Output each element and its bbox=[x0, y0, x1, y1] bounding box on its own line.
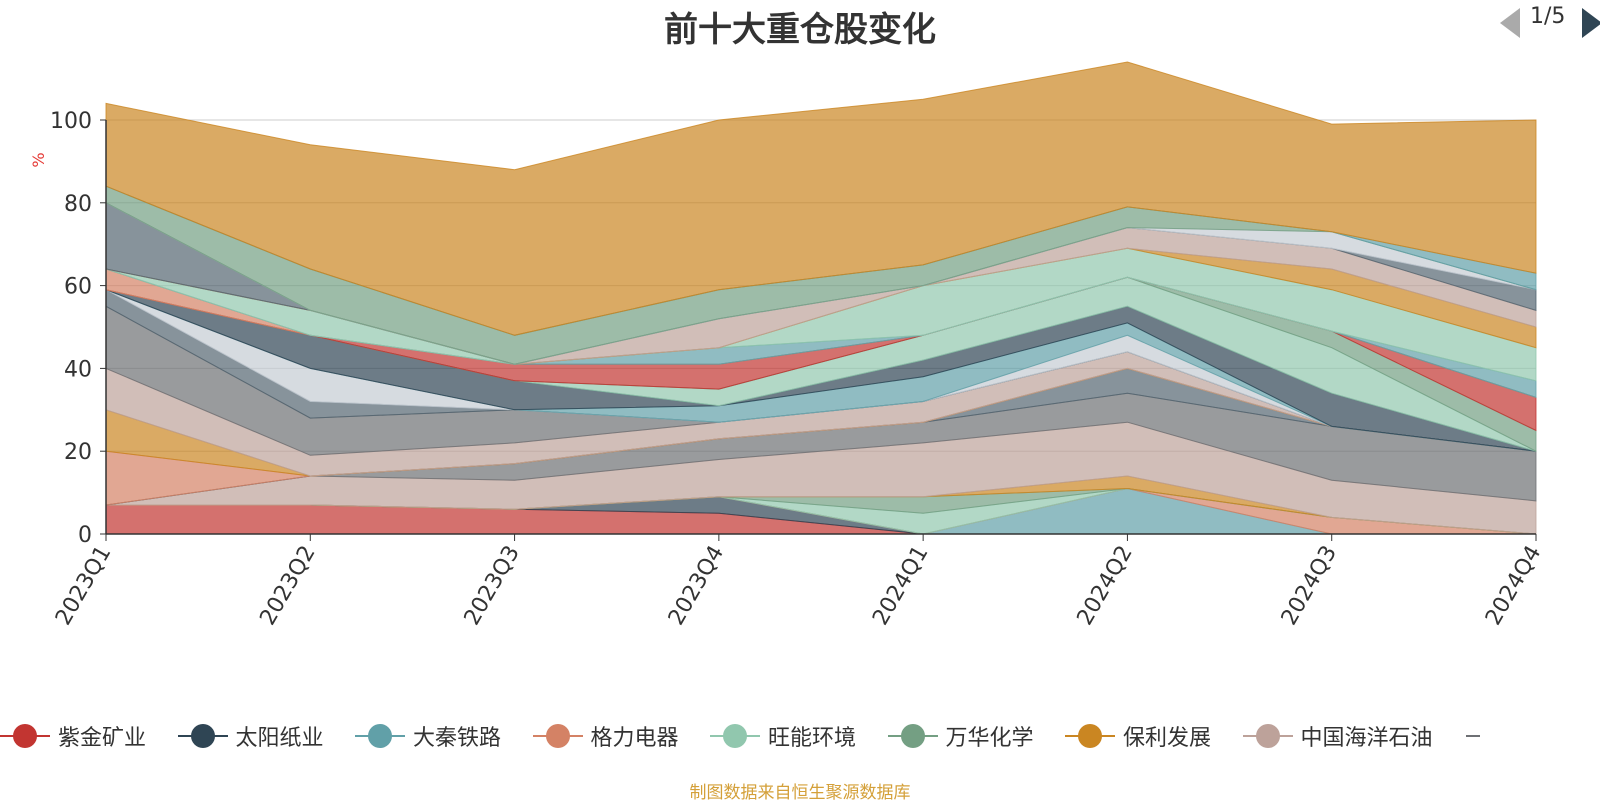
legend-label: 紫金矿业 bbox=[58, 726, 147, 751]
y-tick-label: 0 bbox=[78, 523, 92, 548]
legend-item[interactable]: 万华化学 bbox=[887, 716, 1034, 756]
legend-swatch bbox=[355, 721, 405, 751]
chart-title: 前十大重仓股变化 bbox=[664, 10, 936, 50]
legend-item[interactable]: 中国海洋石油 bbox=[1242, 716, 1433, 756]
x-tick-label: 2023Q2 bbox=[255, 542, 320, 630]
legend-swatch bbox=[177, 721, 228, 751]
legend: 紫金矿业 太阳纸业 大秦铁路 格力电器 旺能环境 万华化学 保利发展 中国海洋石油 bbox=[0, 716, 1600, 756]
legend-item[interactable]: 紫金矿业 bbox=[0, 716, 146, 756]
y-tick-label: 40 bbox=[64, 357, 92, 382]
legend-next-page-icon[interactable] bbox=[1582, 8, 1600, 38]
y-tick-label: 100 bbox=[50, 109, 92, 134]
legend-item[interactable]: 保利发展 bbox=[1065, 716, 1211, 756]
legend-swatch bbox=[0, 721, 50, 751]
legend-item[interactable]: 旺能环境 bbox=[710, 716, 856, 756]
legend-label: 保利发展 bbox=[1123, 726, 1212, 751]
legend-label: 旺能环境 bbox=[768, 726, 857, 751]
x-tick-label: 2024Q4 bbox=[1481, 542, 1546, 630]
area-series bbox=[105, 61, 1537, 535]
x-tick-label: 2024Q2 bbox=[1073, 542, 1138, 630]
legend-swatch bbox=[887, 721, 938, 751]
y-axis-unit: % bbox=[29, 152, 48, 167]
x-tick-label: 2023Q4 bbox=[664, 542, 729, 630]
source-note: 制图数据来自恒生聚源数据库 bbox=[689, 783, 911, 803]
legend-item[interactable]: 太阳纸业 bbox=[177, 716, 324, 756]
y-tick-label: 60 bbox=[64, 275, 92, 300]
x-tick-label: 2023Q1 bbox=[51, 542, 116, 630]
legend-label: 大秦铁路 bbox=[413, 726, 502, 751]
x-tick-label: 2023Q3 bbox=[460, 542, 525, 630]
area-series-30[interactable] bbox=[105, 61, 1537, 336]
legend-item-clipped bbox=[1466, 735, 1480, 737]
x-tick-label: 2024Q1 bbox=[868, 542, 933, 630]
legend-swatch bbox=[1065, 721, 1115, 751]
legend-label: 万华化学 bbox=[945, 726, 1034, 751]
legend-swatch bbox=[532, 721, 583, 751]
legend-label: 太阳纸业 bbox=[235, 726, 324, 751]
x-tick-label: 2024Q3 bbox=[1277, 542, 1342, 630]
legend-swatch bbox=[1242, 721, 1293, 751]
legend-item[interactable]: 格力电器 bbox=[532, 716, 679, 756]
chart-plot: 0 20 40 60 80 100 2023Q1 2023Q2 2023Q3 2023Q4 2024… bbox=[29, 61, 1546, 630]
legend-swatch bbox=[710, 721, 760, 751]
legend-label: 格力电器 bbox=[590, 726, 679, 751]
legend-prev-page-icon[interactable] bbox=[1500, 8, 1520, 38]
y-tick-label: 80 bbox=[64, 192, 92, 217]
legend-label: 中国海洋石油 bbox=[1300, 726, 1433, 751]
y-tick-label: 20 bbox=[64, 440, 92, 465]
legend-item[interactable]: 大秦铁路 bbox=[355, 716, 501, 756]
legend-page-indicator: 1/5 bbox=[1530, 4, 1566, 29]
